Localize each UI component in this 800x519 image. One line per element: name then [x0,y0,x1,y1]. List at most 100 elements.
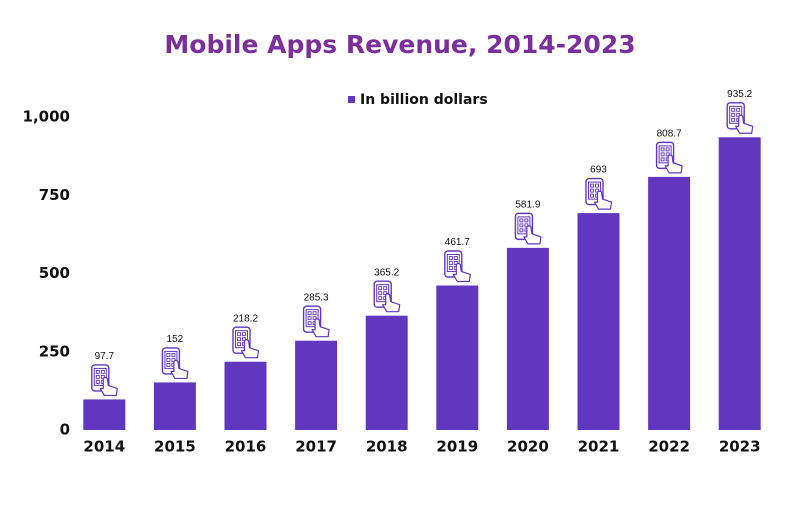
icon-app [590,183,594,188]
icon-app [519,218,524,223]
y-tick-label: 1,000 [23,108,70,126]
bar [718,137,761,430]
icon-hand [664,154,683,174]
phone-icon [726,102,754,134]
y-tick-label: 500 [39,264,70,282]
value-label: 581.9 [515,200,540,211]
icon-screen [235,330,248,349]
icon-hand [170,359,189,380]
icon-app [95,374,100,379]
x-tick-label: 2017 [295,438,337,456]
icon-app [524,218,529,223]
phone-icon [444,250,471,283]
icon-app [448,256,453,260]
icon-app [307,311,312,316]
icon-screen [93,367,107,386]
value-label: 461.7 [445,237,470,248]
icon-app [660,147,665,152]
icon-app [100,369,105,374]
icon-hand [99,376,118,397]
icon-hand [593,190,613,210]
icon-screen [658,145,672,164]
phone-icon [585,177,613,210]
icon-screen [446,253,460,272]
icon-screen [376,284,390,303]
value-label: 152 [167,334,184,345]
legend-label: In billion dollars [360,92,488,108]
value-label: 365.2 [374,267,399,278]
phone-icon [91,364,118,397]
phone-icon [161,347,189,380]
icon-screen [517,216,531,235]
icon-screen [729,105,743,124]
icon-app [312,311,317,316]
icon-app [731,117,736,122]
value-label: 218.2 [233,313,258,324]
icon-app [731,112,736,117]
phone-icon [514,212,542,245]
value-label: 935.2 [727,89,752,100]
icon-app [171,352,176,357]
icon-app [166,357,171,362]
x-tick-label: 2019 [436,438,478,456]
bar [648,176,691,430]
icon-app [166,362,171,367]
icon-app [237,337,241,342]
icon-screen [164,350,178,369]
phone-icon [373,280,401,313]
icon-app [595,183,599,188]
icon-app [166,352,171,357]
icon-app [590,188,594,193]
bar [365,315,408,430]
icon-hand [735,114,754,134]
bar [295,340,338,430]
phone-icon [232,326,260,359]
icon-screen [305,309,319,328]
icon-app [378,296,383,301]
icon-app [383,286,388,291]
icon-app [307,321,312,326]
x-tick-label: 2020 [507,438,549,456]
bar [436,285,479,430]
value-label: 808.7 [657,129,682,140]
y-tick-label: 250 [39,342,70,360]
icon-hand [452,262,471,283]
bar [506,247,549,430]
icon-hand [382,293,401,313]
x-tick-label: 2023 [719,438,761,456]
icon-app [731,107,736,112]
icon-app [307,316,312,321]
icon-app [448,266,453,270]
bar [577,213,620,430]
icon-app [660,157,665,162]
icon-app [519,228,524,233]
value-label: 285.3 [304,292,329,303]
legend-swatch [348,96,355,103]
icon-app [242,332,246,337]
icon-app [736,107,741,112]
icon-app [519,223,524,228]
icon-hand [523,225,542,245]
x-tick-label: 2014 [83,438,125,456]
bar [153,382,196,430]
x-tick-label: 2021 [578,438,620,456]
icon-app [448,261,453,265]
icon-app [237,332,241,337]
icon-hand [311,318,330,338]
icon-app [453,256,458,260]
icon-app [378,286,383,291]
value-label: 693 [590,165,607,176]
phone-icon [302,305,330,338]
icon-app [660,152,665,157]
icon-app [95,369,100,374]
icon-app [95,379,100,384]
icon-app [378,291,383,296]
x-tick-label: 2015 [154,438,196,456]
phone-icon [655,141,683,174]
icon-hand [240,339,260,359]
icon-app [590,193,594,198]
chart-title: Mobile Apps Revenue, 2014-2023 [164,30,635,59]
x-tick-label: 2022 [648,438,690,456]
icon-screen [588,181,601,200]
